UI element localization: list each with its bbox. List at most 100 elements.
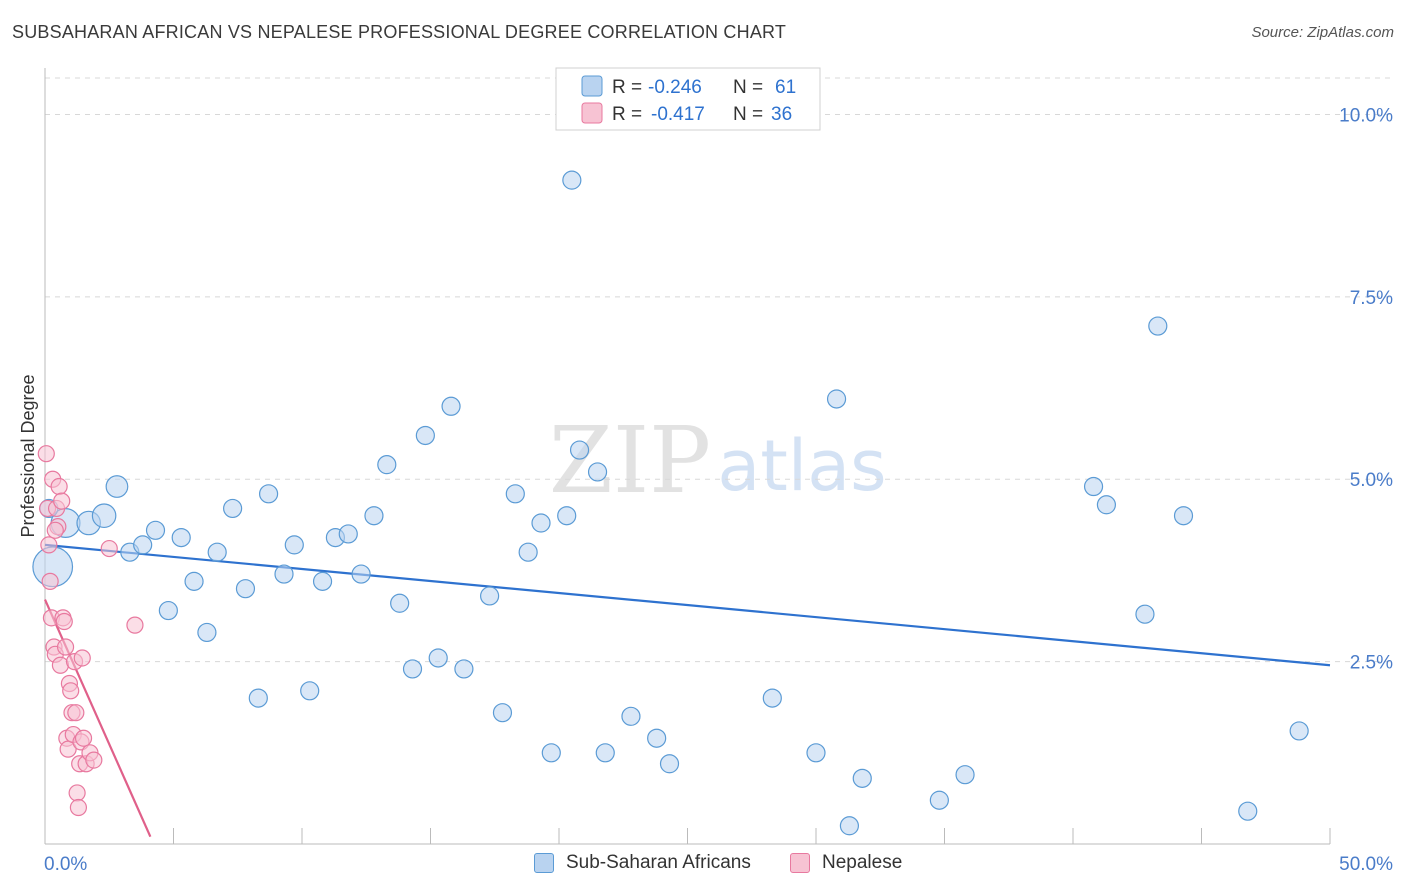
point-sub-saharan (531, 513, 551, 533)
point-sub-saharan (364, 506, 384, 526)
point-sub-saharan (197, 622, 217, 643)
bottom-legend-label-nepalese: Nepalese (822, 852, 903, 873)
point-sub-saharan (248, 688, 268, 708)
x-tick-labels: 0.0% 50.0% (44, 854, 1393, 875)
legend-r-value-pink: -0.417 (651, 104, 705, 125)
point-sub-saharan (587, 462, 608, 482)
point-sub-saharan (955, 765, 975, 785)
legend-r-label-pink: R = (612, 104, 642, 125)
x-tick-label: 0.0% (44, 854, 87, 875)
point-sub-saharan (377, 455, 397, 475)
point-sub-saharan (1289, 721, 1309, 741)
point-sub-saharan (595, 743, 615, 763)
point-nepalese (40, 536, 58, 554)
point-sub-saharan (184, 571, 204, 591)
point-sub-saharan (1238, 801, 1258, 821)
point-sub-saharan (1148, 316, 1168, 336)
y-axis-label: Professional Degree (18, 374, 38, 537)
point-sub-saharan (659, 754, 680, 774)
point-sub-saharan (1083, 476, 1104, 497)
point-nepalese (37, 445, 55, 463)
watermark: ZIP atlas (549, 407, 887, 514)
point-nepalese (62, 682, 80, 700)
legend-swatch-pink (581, 102, 603, 124)
point-sub-saharan (839, 816, 860, 836)
point-sub-saharan (1173, 506, 1194, 526)
legend-r-value-blue: -0.246 (648, 77, 702, 98)
trend-line-sub-saharan (44, 543, 1331, 667)
point-sub-saharan (91, 503, 117, 529)
point-sub-saharan (133, 535, 153, 555)
point-nepalese (41, 572, 59, 590)
point-nepalese (100, 539, 118, 558)
point-sub-saharan (826, 389, 847, 409)
point-sub-saharan (454, 659, 474, 679)
source-credit: Source: ZipAtlas.com (1251, 24, 1394, 41)
point-sub-saharan (158, 600, 178, 621)
point-sub-saharan (274, 564, 294, 584)
x-tick-label: 50.0% (1339, 854, 1393, 875)
point-nepalese (126, 616, 144, 634)
point-sub-saharan (235, 579, 256, 599)
point-sub-saharan (1135, 604, 1155, 624)
point-nepalese (67, 704, 85, 722)
point-nepalese (55, 612, 73, 631)
point-sub-saharan (541, 743, 561, 763)
watermark-atlas: atlas (717, 425, 886, 507)
point-sub-saharan (441, 396, 461, 416)
legend-n-label-pink: N = (733, 104, 763, 125)
point-sub-saharan (207, 542, 227, 562)
bottom-legend-label-sub-saharan: Sub-Saharan Africans (566, 852, 751, 873)
point-sub-saharan (338, 524, 358, 544)
point-sub-saharan (492, 703, 513, 723)
y-tick-label: 7.5% (1350, 288, 1393, 309)
y-tick-labels: 2.5% 5.0% 7.5% 10.0% (1339, 105, 1393, 673)
point-nepalese (68, 784, 86, 802)
bottom-legend-item-nepalese: Nepalese (790, 852, 902, 874)
point-sub-saharan (312, 571, 333, 591)
point-nepalese (74, 729, 93, 747)
point-sub-saharan (480, 586, 500, 606)
point-sub-saharan (852, 768, 872, 788)
point-nepalese (69, 798, 88, 817)
point-sub-saharan (171, 527, 191, 548)
point-sub-saharan (351, 564, 371, 584)
legend-n-value-blue: 61 (775, 77, 796, 98)
point-nepalese (85, 751, 103, 769)
point-nepalese (73, 649, 91, 667)
point-sub-saharan (929, 790, 949, 810)
legend-n-label-blue: N = (733, 77, 763, 98)
trend-line-nepalese (43, 599, 152, 838)
point-sub-saharan (562, 170, 582, 190)
point-sub-saharan (428, 648, 448, 668)
y-tick-label: 10.0% (1339, 105, 1393, 126)
y-tick-label: 5.0% (1350, 470, 1393, 491)
chart-title: SUBSAHARAN AFRICAN VS NEPALESE PROFESSIO… (12, 22, 787, 42)
point-sub-saharan (258, 484, 279, 504)
point-sub-saharan (105, 475, 129, 498)
legend-n-value-pink: 36 (771, 104, 792, 125)
bottom-legend-item-sub-saharan: Sub-Saharan Africans (534, 852, 751, 874)
y-tick-label: 2.5% (1350, 653, 1393, 674)
point-nepalese (46, 521, 64, 539)
point-nepalese (56, 638, 75, 656)
point-sub-saharan (569, 440, 590, 460)
point-sub-saharan (505, 484, 525, 504)
point-nepalese (51, 656, 70, 674)
bottom-legend-swatch-blue (534, 853, 554, 873)
bottom-legend: Sub-Saharan Africans Nepalese (0, 852, 1406, 878)
point-sub-saharan (557, 506, 577, 526)
legend-swatch-blue (581, 75, 603, 97)
point-sub-saharan (415, 425, 435, 446)
grid-lines (45, 77, 1392, 663)
point-sub-saharan (145, 520, 166, 540)
point-nepalese (53, 492, 71, 510)
point-sub-saharan (223, 498, 243, 519)
point-sub-saharan (647, 728, 667, 748)
point-sub-saharan (762, 688, 782, 708)
point-nepalese (50, 477, 68, 496)
point-sub-saharan (402, 659, 423, 679)
point-sub-saharan (390, 593, 410, 613)
watermark-zip: ZIP (549, 407, 711, 514)
